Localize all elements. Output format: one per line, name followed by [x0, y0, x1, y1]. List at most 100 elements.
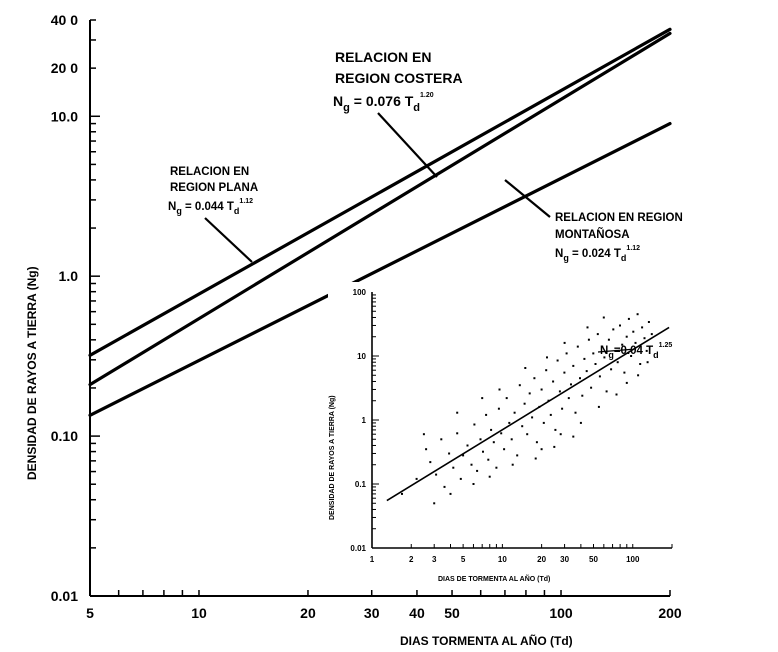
costera-label-line-1: RELACION EN: [335, 49, 431, 65]
main-x-tick-label: 5: [86, 605, 94, 621]
inset-data-point: [524, 367, 527, 369]
inset-data-point: [440, 438, 443, 441]
main-x-tick-label: 30: [364, 605, 380, 621]
main-series-lines: [88, 27, 672, 417]
inset-data-point: [549, 413, 552, 416]
inset-data-point: [470, 463, 473, 466]
inset-data-point: [498, 388, 501, 391]
main-y-tick-label: 0.10: [51, 428, 78, 444]
main-y-tick-label: 0.01: [51, 588, 78, 604]
inset-data-point: [592, 352, 595, 355]
inset-y-tick-label: 1: [362, 416, 367, 425]
inset-y-axis-title: DENSIDAD DE RAYOS A TIERRA (Ng): [329, 395, 336, 520]
inset-data-point: [497, 407, 500, 410]
inset-data-point: [482, 450, 484, 453]
inset-data-point: [456, 411, 459, 414]
inset-data-point: [490, 428, 493, 431]
inset-data-point: [508, 421, 511, 424]
inset-data-point: [435, 473, 438, 476]
inset-data-point: [449, 492, 452, 495]
inset-data-point: [462, 454, 465, 457]
inset-data-point: [632, 330, 635, 333]
inset-data-point: [559, 433, 562, 436]
main-y-axis-title: DENSIDAD DE RAYOS A TIERRA (Ng): [25, 266, 39, 480]
inset-data-point: [650, 333, 653, 336]
inset-data-point: [643, 337, 646, 340]
inset-fit-formula: Ng=0.04 Td1.25: [600, 342, 672, 360]
annotation-costera: RELACION EN REGION COSTERA Ng = 0.076 Td…: [333, 49, 463, 178]
inset-data-point: [488, 475, 491, 478]
inset-data-point: [511, 463, 514, 466]
inset-fit-line: [386, 326, 670, 502]
inset-y-tick-label: 0.01: [350, 544, 366, 553]
inset-x-tick-label: 1: [370, 555, 375, 564]
inset-data-point: [542, 421, 545, 424]
inset-data-point: [567, 397, 570, 400]
inset-data-point: [556, 359, 559, 362]
inset-data-point: [605, 390, 608, 393]
inset-y-tick-label: 10: [357, 352, 366, 361]
inset-data-point: [637, 374, 640, 377]
inset-data-point: [558, 390, 561, 393]
inset-data-point: [598, 375, 601, 378]
inset-data-point: [521, 425, 524, 428]
inset-data-point: [479, 438, 482, 441]
inset-data-point: [586, 326, 589, 329]
main-x-axis-title: DIAS TORMENTA AL AÑO (Td): [400, 633, 573, 648]
inset-x-tick-label: 50: [589, 555, 598, 564]
inset-data-point: [487, 458, 490, 461]
inset-data-point: [546, 356, 548, 359]
inset-data-point: [615, 393, 618, 396]
inset-data-point: [510, 438, 513, 441]
inset-x-axis-title: DIAS DE TORMENTA AL AÑO (Td): [438, 574, 550, 583]
costera-formula: Ng = 0.076 Td1.20: [333, 92, 434, 114]
main-x-tick-label: 40: [409, 605, 425, 621]
inset-data-point: [576, 345, 579, 348]
inset-data-point: [552, 380, 555, 383]
inset-data-point: [540, 388, 543, 391]
inset-data-point: [534, 457, 537, 460]
inset-x-tick-label: 5: [461, 555, 466, 564]
inset-data-point: [452, 466, 455, 469]
inset-background: [328, 282, 680, 586]
inset-data-point: [545, 369, 548, 372]
inset-data-point: [505, 397, 508, 400]
main-axes: 5 10 20 30 40 50 100 200 0.01 0.10 1.0 10.0 20 0 40 0: [51, 12, 682, 621]
inset-data-point: [621, 343, 624, 346]
inset-data-point: [476, 469, 479, 472]
inset-data-point: [625, 335, 628, 338]
montanosa-label-line-1: RELACION EN REGION: [555, 212, 683, 224]
inset-data-point: [495, 466, 498, 469]
inset-data-point: [481, 397, 484, 400]
inset-data-point: [579, 377, 581, 380]
inset-data-point: [533, 377, 536, 380]
inset-x-tick-label: 3: [432, 555, 437, 564]
inset-data-point: [429, 461, 432, 464]
inset-scatter-points: [401, 313, 653, 505]
inset-data-point: [641, 326, 644, 329]
inset-data-point: [610, 368, 613, 371]
inset-data-point: [607, 338, 610, 341]
inset-data-point: [561, 407, 564, 410]
main-y-tick-label: 10.0: [51, 108, 78, 124]
series-line-costera: [88, 31, 672, 387]
inset-data-point: [535, 441, 538, 444]
inset-data-point: [579, 421, 582, 424]
inset-data-point: [466, 444, 469, 447]
plana-leader-line: [204, 217, 253, 263]
inset-axes: 1 2 3 5 10 20 30 50 100 0.01 0.1 1 10 100: [350, 288, 673, 564]
main-x-tick-label: 10: [191, 605, 207, 621]
inset-data-point: [570, 383, 572, 386]
inset-fit-line-path: [386, 326, 670, 502]
inset-x-tick-label: 100: [626, 555, 640, 564]
inset-data-point: [574, 411, 577, 414]
inset-data-point: [492, 441, 495, 444]
inset-data-point: [415, 477, 418, 480]
main-y-tick-label: 40 0: [51, 12, 78, 28]
inset-data-point: [625, 381, 628, 384]
series-line-montanosa: [88, 121, 672, 417]
main-x-tick-label: 50: [444, 605, 460, 621]
inset-data-point: [646, 361, 649, 364]
inset-data-point: [526, 433, 529, 436]
